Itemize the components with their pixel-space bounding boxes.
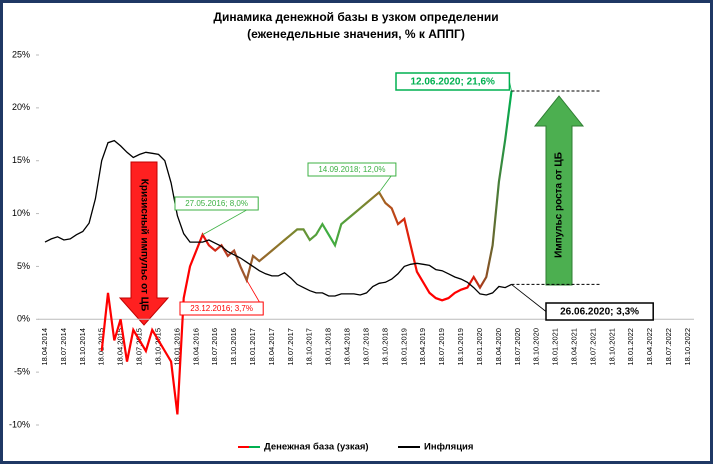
annotation-text: 23.12.2016; 3,7% [190,304,253,313]
x-tick-label: 18.04.2021 [570,328,579,366]
x-tick-label: 18.10.2019 [456,328,465,366]
x-tick-label: 18.07.2022 [664,328,673,366]
x-tick-label: 18.07.2019 [437,328,446,366]
x-tick-label: 18.07.2014 [59,328,68,366]
down-arrow [118,161,170,326]
x-tick-label: 18.01.2019 [399,328,408,366]
x-tick-label: 18.01.2016 [172,328,181,366]
legend-label: Денежная база (узкая) [264,442,369,453]
y-tick-label: 10% [12,208,30,218]
x-tick-label: 18.01.2020 [475,328,484,366]
annotation-text: 26.06.2020; 3,3% [560,307,639,318]
annotation-text: 14.09.2018; 12,0% [318,165,385,174]
annotation-box [307,162,397,177]
x-tick-label: 18.04.2019 [418,328,427,366]
x-tick-label: 18.01.2017 [248,328,257,366]
annotation-text: 12.06.2020; 21,6% [410,77,495,88]
chart-title: Динамика денежной базы в узком определен… [213,10,498,24]
x-tick-label: 18.04.2016 [191,328,200,366]
y-tick-label: 0% [17,314,30,324]
x-tick-label: 18.04.2015 [116,328,125,366]
series-line [44,139,512,297]
x-tick-label: 18.10.2014 [78,328,87,366]
x-tick-label: 18.07.2016 [210,328,219,366]
annotation-box [395,72,511,91]
x-tick-label: 18.04.2018 [343,328,352,366]
x-tick-label: 18.07.2015 [135,328,144,366]
x-tick-label: 18.04.2014 [40,328,49,366]
legend-label: Инфляция [424,442,473,453]
x-tick-label: 18.07.2020 [513,328,522,366]
annotation-box [179,301,264,316]
arrow-text: Кризисный импульс от ЦБ [138,179,149,311]
x-tick-label: 18.04.2020 [494,328,503,366]
x-tick-label: 18.10.2016 [229,328,238,366]
x-tick-label: 18.07.2017 [286,328,295,366]
arrow-text: Импульс роста от ЦБ [554,152,565,258]
x-tick-label: 18.10.2015 [153,328,162,366]
x-tick-label: 18.10.2020 [532,328,541,366]
series-line [100,90,513,415]
x-tick-label: 18.10.2022 [683,328,692,366]
y-tick-label: 25% [12,49,30,59]
y-tick-label: 15% [12,155,30,165]
y-tick-label: 5% [17,261,30,271]
chart-subtitle: (еженедельные значения, % к АППГ) [247,27,465,41]
up-arrow [533,95,585,286]
x-tick-label: 18.07.2018 [361,328,370,366]
annotation-box [174,196,259,211]
x-tick-label: 18.07.2021 [588,328,597,366]
leader-line [511,284,547,312]
x-tick-label: 18.04.2017 [267,328,276,366]
x-tick-label: 18.01.2021 [551,328,560,366]
x-tick-label: 18.10.2021 [607,328,616,366]
x-tick-label: 18.04.2022 [645,328,654,366]
y-tick-label: 20% [12,102,30,112]
annotation-text: 27.05.2016; 8,0% [185,199,248,208]
y-tick-label: -10% [9,419,30,429]
x-tick-label: 18.10.2017 [305,328,314,366]
x-tick-label: 18.01.2018 [324,328,333,366]
x-tick-label: 18.01.2022 [626,328,635,366]
x-tick-label: 18.10.2018 [380,328,389,366]
y-tick-label: -5% [14,367,30,377]
annotation-box [545,302,654,321]
